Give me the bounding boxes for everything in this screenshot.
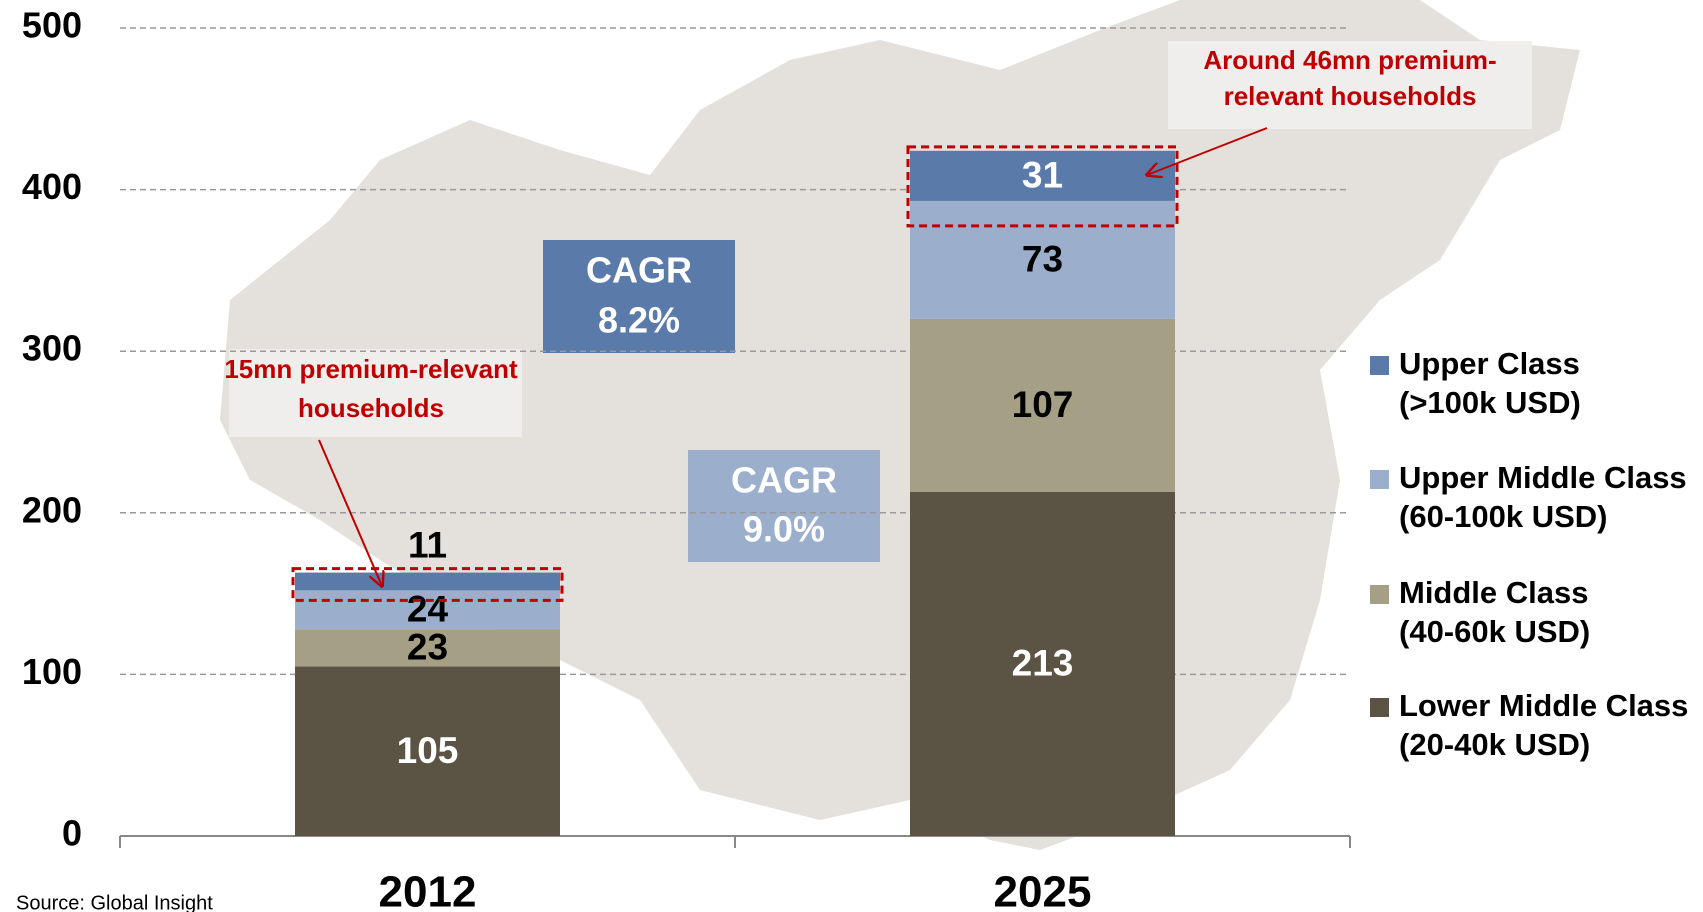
source: Source: Global Insight [16, 892, 213, 912]
y-tick-label: 400 [22, 166, 82, 207]
y-tick-label: 0 [62, 813, 82, 854]
data-label: 105 [397, 730, 459, 771]
legend-label: Upper Class (>100k USD) [1399, 346, 1581, 420]
data-label: 213 [1012, 643, 1074, 684]
legend-swatch [1370, 470, 1389, 489]
callout-text: 15mn premium-relevant [224, 354, 518, 384]
bar-segment [910, 491, 1175, 836]
legend-swatch [1370, 585, 1389, 604]
cagr-box [688, 450, 880, 562]
data-label: 107 [1012, 384, 1074, 425]
bar-segment [910, 318, 1175, 492]
y-tick-label: 100 [22, 651, 82, 692]
bar-segment [910, 150, 1175, 201]
callout-arrow [318, 439, 382, 586]
cagr-text: CAGR [731, 460, 837, 501]
highlight-box [906, 145, 1179, 228]
data-label: 23 [407, 627, 448, 668]
legend-label: Middle Class (40-60k USD) [1399, 575, 1590, 649]
callout-box [1168, 41, 1532, 129]
bar-segment [295, 590, 560, 630]
data-label: 31 [1022, 155, 1063, 196]
data-label: 11 [408, 524, 447, 565]
callout-text: Around 46mn premium- [1203, 45, 1496, 75]
highlight-box [291, 567, 564, 602]
callout-arrow [1147, 127, 1268, 175]
bar-segment [910, 200, 1175, 319]
cagr-text: 8.2% [598, 300, 680, 341]
legend-swatch [1370, 698, 1389, 717]
bar-segment [295, 629, 560, 667]
cagr-text: CAGR [586, 250, 692, 291]
data-label: 73 [1022, 239, 1063, 280]
x-tick-label: 2025 [994, 868, 1092, 912]
callout-text: households [298, 393, 444, 423]
y-tick-label: 200 [22, 489, 82, 530]
data-label: 24 [407, 589, 449, 630]
y-tick-label: 300 [22, 328, 82, 369]
callout-text: relevant households [1224, 81, 1477, 111]
cagr-text: 9.0% [743, 509, 825, 550]
legend-label: Lower Middle Class (20-40k USD) [1399, 688, 1688, 762]
annotation-boxes: CAGR 8.2% CAGR 9.0% 15mn premium-relevan… [224, 41, 1532, 562]
legend-swatch [1370, 356, 1389, 375]
y-tick-label: 500 [22, 5, 82, 46]
legend-label: Upper Middle Class (60-100k USD) [1399, 460, 1687, 534]
bar-segment [295, 572, 560, 591]
x-tick-label: 2012 [379, 868, 477, 912]
bar-segment [295, 666, 560, 836]
cagr-box [543, 240, 735, 353]
callout-box [229, 349, 522, 437]
